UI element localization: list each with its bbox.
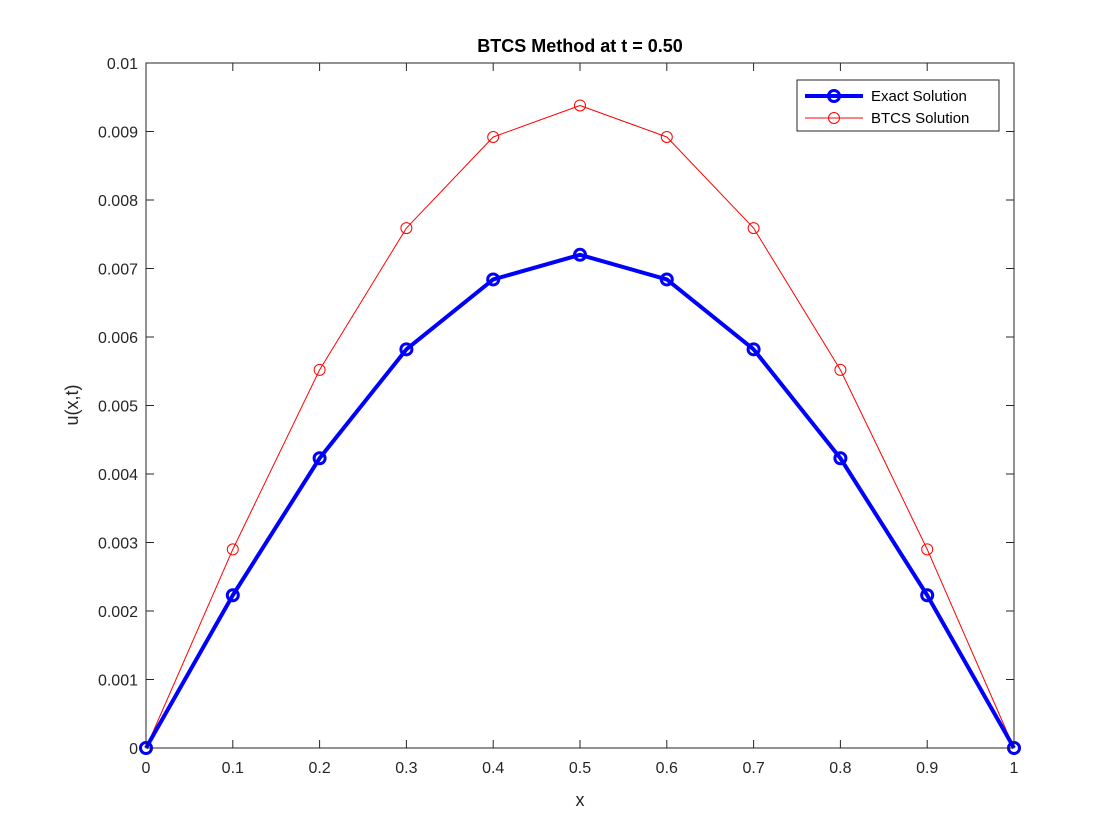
x-tick-label: 0.2: [308, 760, 330, 777]
y-axis-label: u(x,t): [62, 384, 82, 425]
y-tick-label: 0.009: [98, 125, 138, 142]
exact-solution-point: [746, 342, 761, 357]
plot-area: [146, 63, 1014, 748]
y-axis-ticks: 0 0.001 0.002 0.003 0.004 0.005 0.006 0.007 0.00…: [98, 56, 1014, 758]
exact-solution-point: [486, 272, 501, 287]
btcs-solution-legend-marker: [828, 112, 840, 124]
exact-solution-legend-marker: [827, 89, 841, 103]
x-tick-label: 0: [142, 760, 151, 777]
y-tick-label: 0.003: [98, 536, 138, 553]
x-tick-label: 0.4: [482, 760, 504, 777]
chart-title: BTCS Method at t = 0.50: [477, 36, 683, 56]
exact-solution-legend-label: Exact Solution: [871, 88, 967, 105]
y-tick-label: 0.001: [98, 673, 138, 690]
btcs-solution-point: [226, 543, 239, 556]
y-tick-label: 0.007: [98, 262, 138, 279]
plot-frame: [145, 62, 1015, 749]
exact-solution-point: [920, 588, 935, 603]
y-tick-label: 0.002: [98, 604, 138, 621]
x-tick-label: 0.6: [656, 760, 678, 777]
exact-solution-line: [144, 252, 1016, 749]
btcs-solution-point: [313, 363, 326, 376]
btcs-solution-point: [400, 222, 413, 235]
x-tick-label: 0.8: [829, 760, 851, 777]
exact-solution-point: [312, 451, 327, 466]
exact-solution-point: [399, 342, 414, 357]
btcs-solution-point: [660, 130, 673, 143]
exact-solution-point: [573, 247, 587, 262]
x-axis-ticks: 0 0.1 0.2 0.3 0.4 0.5 0.6 0.7 0.8 0.9 1: [142, 63, 1019, 777]
btcs-solution-point: [487, 130, 500, 143]
x-tick-label: 0.3: [395, 760, 417, 777]
btcs-solution-point: [834, 363, 847, 376]
y-tick-label: 0: [129, 741, 138, 758]
btcs-solution-point: [574, 99, 586, 112]
x-tick-label: 0.1: [222, 760, 244, 777]
y-tick-label: 0.01: [107, 56, 138, 73]
btcs-solution-line: [145, 104, 1015, 749]
btcs-solution-legend-label: BTCS Solution: [871, 110, 969, 127]
x-tick-label: 0.7: [742, 760, 764, 777]
exact-solution-point: [833, 451, 848, 466]
y-tick-label: 0.005: [98, 399, 138, 416]
btcs-solution-point: [921, 543, 934, 556]
y-tick-label: 0.004: [98, 467, 138, 484]
x-axis-label: x: [576, 790, 585, 810]
legend: Exact Solution BTCS Solution: [796, 79, 1000, 132]
y-tick-label: 0.008: [98, 193, 138, 210]
btcs-solution-point: [747, 222, 760, 235]
x-tick-label: 0.5: [569, 760, 591, 777]
y-tick-label: 0.006: [98, 330, 138, 347]
exact-solution-point: [659, 272, 674, 287]
x-tick-label: 1: [1010, 760, 1019, 777]
exact-solution-point: [225, 588, 240, 603]
x-tick-label: 0.9: [916, 760, 938, 777]
